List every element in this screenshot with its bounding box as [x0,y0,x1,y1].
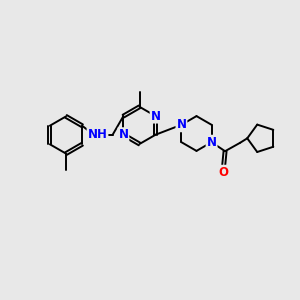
Text: NH: NH [88,128,107,142]
Text: N: N [151,110,160,123]
Text: N: N [118,128,128,141]
Text: N: N [176,118,186,131]
Text: N: N [207,136,217,149]
Text: O: O [219,166,229,179]
